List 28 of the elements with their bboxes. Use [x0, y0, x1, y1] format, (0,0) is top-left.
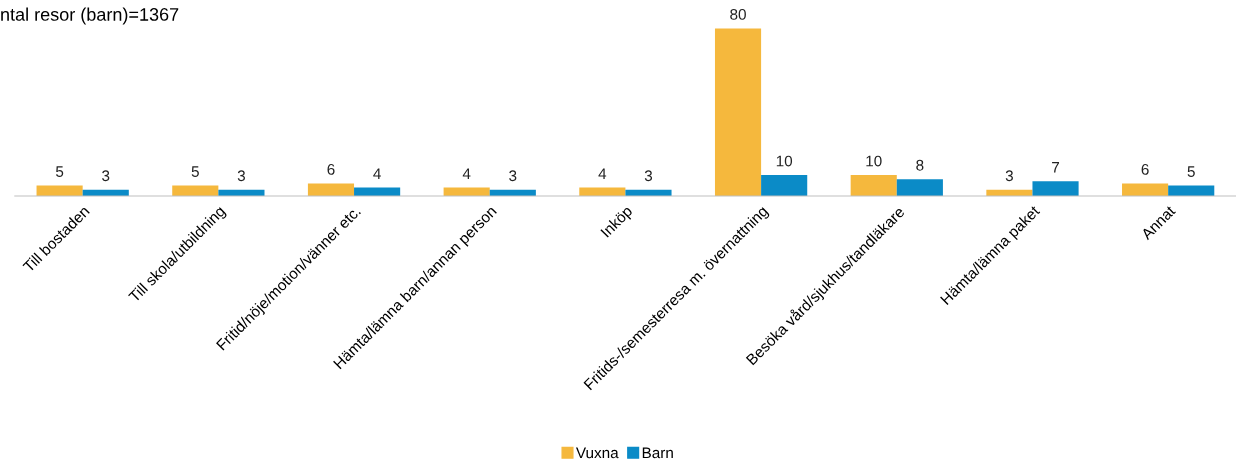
bar: [1122, 183, 1169, 196]
bar: [896, 179, 943, 196]
data-label: 5: [191, 166, 199, 177]
bar: [761, 175, 808, 196]
bar: [307, 183, 355, 196]
data-label: 7: [1052, 162, 1060, 173]
data-label: 4: [462, 168, 471, 179]
data-label: 10: [776, 155, 793, 167]
chart-title: ntal resor (barn)=1367: [1, 7, 179, 25]
data-label: 6: [327, 164, 335, 175]
data-label: 6: [1141, 164, 1149, 175]
legend-label: Vuxna: [575, 447, 619, 459]
bar: [714, 28, 762, 196]
data-label: 3: [102, 170, 110, 182]
data-label: 4: [598, 168, 607, 179]
data-label: 3: [644, 170, 653, 182]
data-label: 3: [509, 170, 517, 182]
data-label: 80: [730, 8, 746, 20]
legend-label: Barn: [642, 447, 673, 459]
bar: [850, 175, 897, 196]
data-label: 8: [916, 159, 924, 171]
data-label: 3: [1005, 170, 1013, 182]
data-label: 5: [1187, 166, 1195, 177]
data-label: 10: [866, 155, 882, 167]
data-label: 5: [55, 166, 64, 177]
data-label: 3: [237, 170, 245, 182]
data-label: 4: [373, 168, 381, 179]
bar: [1032, 181, 1079, 196]
